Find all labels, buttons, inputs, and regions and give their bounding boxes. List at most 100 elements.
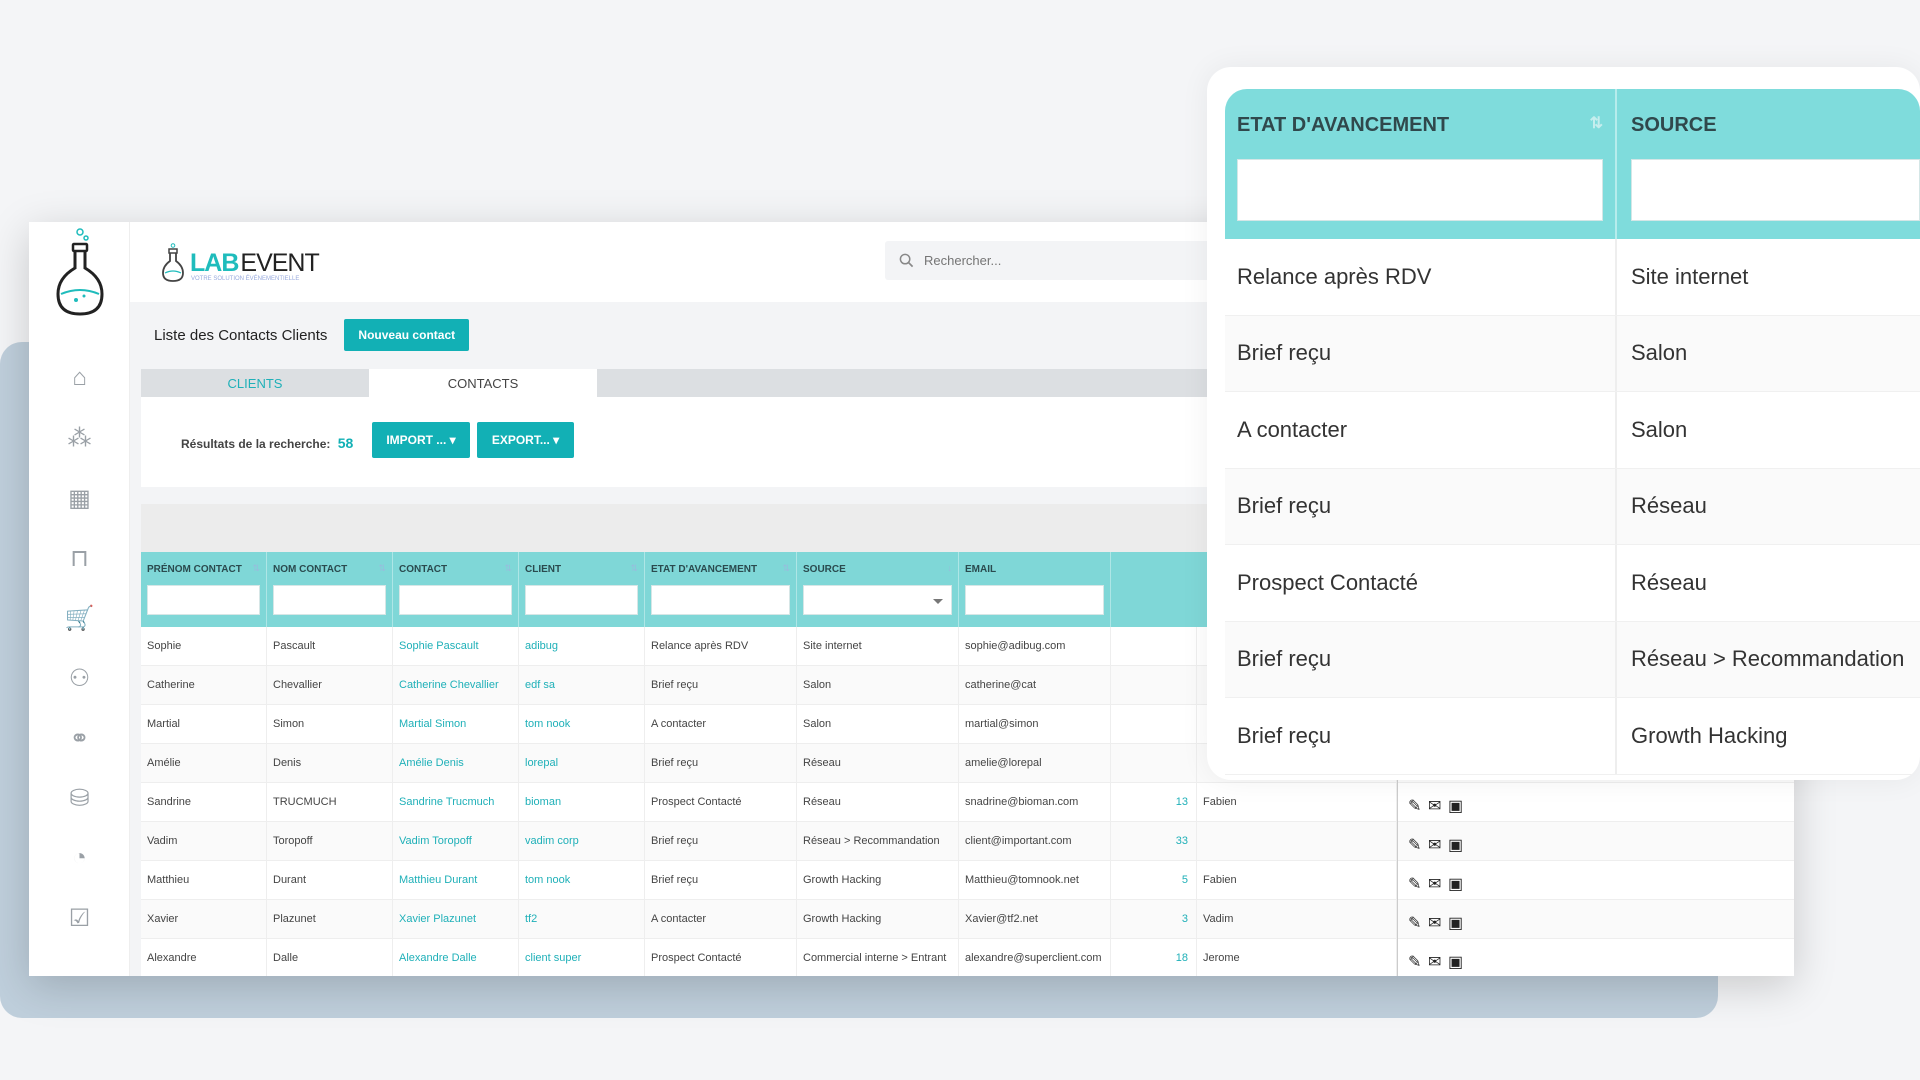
cell-contact[interactable]: Matthieu Durant <box>393 861 519 900</box>
sort-down-icon[interactable]: ↓ <box>947 563 953 573</box>
user-check-icon[interactable]: ☑ <box>68 904 91 932</box>
cell-count[interactable] <box>1111 705 1197 744</box>
sort-arrows-icon[interactable]: ⇅ <box>630 563 638 573</box>
import-dropdown-button[interactable]: IMPORT ... ▾ <box>372 422 470 458</box>
cell-contact[interactable]: Martial Simon <box>393 705 519 744</box>
cell-client[interactable]: adibug <box>519 627 645 666</box>
cell-count[interactable]: 13 <box>1111 783 1197 822</box>
edit-pencil-icon[interactable]: ✎ <box>1408 914 1422 932</box>
edit-pencil-icon[interactable]: ✎ <box>1408 836 1422 854</box>
cart-icon[interactable]: 🛒 <box>64 604 95 632</box>
sort-arrows-icon[interactable]: ⇅ <box>378 563 386 573</box>
table-row[interactable]: Matthieu Durant Matthieu Durant tom nook Bri… <box>141 861 1794 900</box>
cell-count[interactable]: 5 <box>1111 861 1197 900</box>
column-filter-input[interactable] <box>525 585 638 615</box>
email-icon[interactable]: ✉ <box>1428 914 1442 932</box>
email-icon[interactable]: ✉ <box>1428 836 1442 854</box>
zoom-table-row[interactable]: Prospect Contacté Réseau <box>1225 545 1920 622</box>
calendar-star-icon[interactable]: ▦ <box>68 484 91 512</box>
zoom-table-row[interactable]: Brief reçu Salon <box>1225 315 1920 392</box>
zoom-table-row[interactable]: Brief reçu Réseau > Recommandation <box>1225 621 1920 698</box>
column-header[interactable]: NOM CONTACT ⇅ <box>267 552 393 627</box>
search-box[interactable] <box>885 241 1215 280</box>
table-row[interactable]: Sandrine TRUCMUCH Sandrine Trucmuch bioman P… <box>141 783 1794 822</box>
handshake-icon[interactable]: ⚭ <box>69 724 90 752</box>
edit-pencil-icon[interactable]: ✎ <box>1408 953 1422 971</box>
zoom-table-row[interactable]: Brief reçu Growth Hacking <box>1225 698 1920 775</box>
table-row[interactable]: Alexandre Dalle Alexandre Dalle client supe… <box>141 939 1794 976</box>
cell-contact[interactable]: Alexandre Dalle <box>393 939 519 976</box>
calendar-icon[interactable]: ▣ <box>1448 797 1464 815</box>
sort-arrows-icon[interactable]: ⇅ <box>504 563 512 573</box>
table-row[interactable]: Xavier Plazunet Xavier Plazunet tf2 A contac… <box>141 900 1794 939</box>
edit-pencil-icon[interactable]: ✎ <box>1408 875 1422 893</box>
cell-contact[interactable]: Amélie Denis <box>393 744 519 783</box>
search-input[interactable] <box>924 253 1184 268</box>
cell-count[interactable]: 33 <box>1111 822 1197 861</box>
tab-contacts[interactable]: CONTACTS <box>369 369 597 397</box>
column-header[interactable]: PRÉNOM CONTACT ⇅ <box>141 552 267 627</box>
zoom-filter-source-input[interactable] <box>1631 159 1920 221</box>
zoom-table-row[interactable]: A contacter Salon <box>1225 392 1920 469</box>
column-filter-input[interactable] <box>803 585 952 615</box>
cell-nom: Simon <box>267 705 393 744</box>
sort-arrows-icon[interactable]: ⇅ <box>782 563 790 573</box>
cell-count[interactable] <box>1111 666 1197 705</box>
column-filter-input[interactable] <box>273 585 386 615</box>
cell-contact[interactable]: Sandrine Trucmuch <box>393 783 519 822</box>
cell-client[interactable]: edf sa <box>519 666 645 705</box>
cell-count[interactable]: 18 <box>1111 939 1197 976</box>
column-filter-input[interactable] <box>651 585 790 615</box>
team-icon[interactable]: ⁂ <box>67 424 92 452</box>
presentation-board-icon[interactable]: ⊓ <box>70 544 89 572</box>
new-contact-button[interactable]: Nouveau contact <box>344 319 470 351</box>
cell-contact[interactable]: Xavier Plazunet <box>393 900 519 939</box>
zoom-table-row[interactable]: Brief reçu Réseau <box>1225 468 1920 545</box>
cell-client[interactable]: tf2 <box>519 900 645 939</box>
email-icon[interactable]: ✉ <box>1428 953 1442 971</box>
cell-count[interactable] <box>1111 744 1197 783</box>
org-chart-icon[interactable]: ⚇ <box>68 664 91 692</box>
table-row[interactable]: Vadim Toropoff Vadim Toropoff vadim corp Bri… <box>141 822 1794 861</box>
column-header[interactable]: CONTACT ⇅ <box>393 552 519 627</box>
cell-count[interactable]: 3 <box>1111 900 1197 939</box>
cell-client[interactable]: client super <box>519 939 645 976</box>
export-dropdown-button[interactable]: EXPORT... ▾ <box>477 422 574 458</box>
column-header[interactable]: EMAIL <box>959 552 1111 627</box>
cell-client[interactable]: tom nook <box>519 705 645 744</box>
column-header[interactable]: CLIENT ⇅ <box>519 552 645 627</box>
tab-clients[interactable]: CLIENTS <box>227 375 283 391</box>
zoom-filter-etat-input[interactable] <box>1237 159 1603 221</box>
cell-client[interactable]: vadim corp <box>519 822 645 861</box>
column-filter-input[interactable] <box>965 585 1104 615</box>
brand-logo[interactable]: LAB EVENT VOTRE SOLUTION ÉVÉNEMENTIELLE <box>160 240 320 286</box>
calendar-icon[interactable]: ▣ <box>1448 836 1464 854</box>
chart-icon[interactable]: ◔ <box>72 844 87 871</box>
column-header[interactable]: SOURCE ↓ <box>797 552 959 627</box>
table-row[interactable]: Sophie Pascault Sophie Pascault adibug Relan… <box>141 627 1794 666</box>
email-icon[interactable]: ✉ <box>1428 797 1442 815</box>
cell-client[interactable]: bioman <box>519 783 645 822</box>
cell-contact[interactable]: Catherine Chevallier <box>393 666 519 705</box>
zoom-cell-source: Réseau > Recommandation <box>1631 646 1905 672</box>
column-filter-input[interactable] <box>147 585 260 615</box>
cell-count[interactable] <box>1111 627 1197 666</box>
column-header[interactable]: ETAT D'AVANCEMENT ⇅ <box>645 552 797 627</box>
column-filter-input[interactable] <box>399 585 512 615</box>
cell-client[interactable]: tom nook <box>519 861 645 900</box>
zoom-table-row[interactable]: Relance après RDV Site internet <box>1225 239 1920 316</box>
sort-arrows-icon[interactable]: ⇅ <box>252 563 260 573</box>
cell-contact[interactable]: Vadim Toropoff <box>393 822 519 861</box>
cell-contact[interactable]: Sophie Pascault <box>393 627 519 666</box>
email-icon[interactable]: ✉ <box>1428 875 1442 893</box>
home-icon[interactable]: ⌂ <box>72 364 87 391</box>
calendar-icon[interactable]: ▣ <box>1448 914 1464 932</box>
table-row[interactable]: Martial Simon Martial Simon tom nook A conta… <box>141 705 1794 744</box>
calendar-icon[interactable]: ▣ <box>1448 953 1464 971</box>
coins-icon[interactable]: ⛁ <box>69 784 90 812</box>
cell-client[interactable]: lorepal <box>519 744 645 783</box>
cell-etat: Brief reçu <box>645 822 797 861</box>
sort-arrows-icon[interactable]: ⇅ <box>1589 115 1603 132</box>
edit-pencil-icon[interactable]: ✎ <box>1408 797 1422 815</box>
calendar-icon[interactable]: ▣ <box>1448 875 1464 893</box>
